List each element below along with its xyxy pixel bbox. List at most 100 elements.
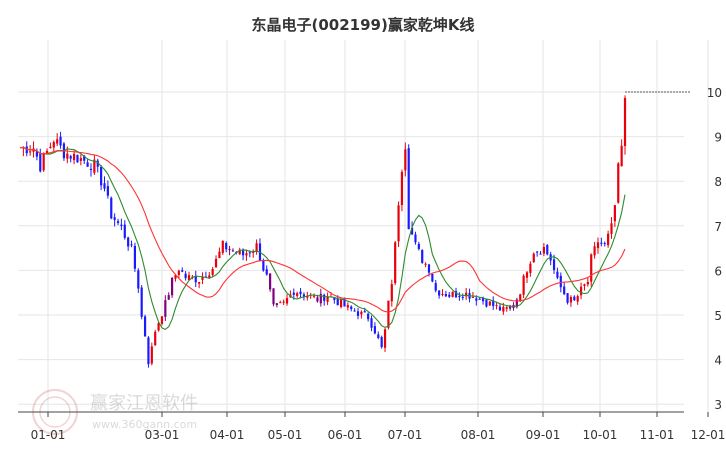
- candle-body: [143, 316, 147, 337]
- y-tick-label: 3: [714, 398, 722, 412]
- candle-body: [326, 296, 329, 302]
- candle-body: [569, 296, 573, 303]
- candle-body: [620, 145, 623, 167]
- candle-body: [380, 337, 383, 348]
- y-axis: 3 4 5 6 7 8 9 10: [707, 86, 722, 412]
- candle-body: [160, 316, 164, 324]
- candle-body: [400, 171, 404, 206]
- candle-body: [427, 264, 431, 273]
- candle-body: [248, 252, 251, 254]
- candle-body: [262, 260, 265, 271]
- candle-body: [282, 301, 285, 303]
- candle-body: [231, 250, 235, 252]
- candle-body: [59, 136, 62, 146]
- candle-body: [110, 197, 113, 219]
- watermark-url: www.360gann.com: [92, 418, 197, 431]
- candle-body: [438, 290, 441, 296]
- candle-body: [103, 183, 106, 189]
- candle-body: [350, 306, 353, 310]
- candle-body: [336, 298, 339, 306]
- candle-body: [140, 287, 143, 317]
- candle-body: [552, 259, 556, 271]
- candle-body: [72, 153, 76, 161]
- candles: [22, 95, 627, 368]
- candle-body: [208, 275, 211, 279]
- candle-body: [171, 277, 174, 296]
- candle-body: [316, 297, 319, 302]
- candle-body: [539, 253, 542, 255]
- candle-body: [164, 300, 167, 317]
- candle-body: [201, 277, 204, 280]
- candle-body: [116, 221, 120, 223]
- candle-body: [505, 307, 508, 309]
- candle-body: [214, 258, 218, 268]
- y-tick-label: 4: [714, 354, 722, 368]
- candle-body: [461, 296, 464, 298]
- candle-body: [265, 269, 268, 275]
- candle-body: [147, 337, 150, 365]
- candle-body: [184, 273, 187, 279]
- candle-body: [89, 168, 93, 171]
- candle-body: [245, 253, 248, 256]
- candle-body: [417, 243, 420, 249]
- candle-body: [279, 302, 282, 304]
- candle-body: [340, 299, 343, 308]
- candle-body: [181, 270, 184, 272]
- candle-body: [444, 294, 447, 297]
- candle-body: [596, 242, 600, 249]
- candle-body: [434, 283, 437, 291]
- candle-body: [360, 311, 363, 315]
- candle-body: [157, 322, 160, 331]
- candle-body: [607, 233, 610, 246]
- candle-body: [454, 291, 458, 298]
- candle-body: [542, 247, 545, 254]
- candle-body: [576, 296, 579, 302]
- candle-body: [238, 249, 241, 255]
- candle-body: [383, 329, 387, 348]
- candle-body: [353, 310, 356, 312]
- candle-body: [370, 318, 373, 328]
- candle-body: [603, 243, 606, 245]
- candle-body: [586, 281, 589, 285]
- ma-slow-line: [19, 146, 626, 313]
- candle-body: [45, 150, 49, 154]
- candle-body: [211, 269, 214, 275]
- candle-body: [113, 217, 116, 221]
- candle-body: [481, 297, 485, 302]
- candle-body: [610, 223, 613, 234]
- candle-body: [573, 296, 576, 301]
- candle-body: [25, 146, 28, 154]
- candle-body: [498, 306, 502, 311]
- candle-body: [150, 346, 153, 364]
- chart-title: 东晶电子(002199)赢家乾坤K线: [251, 16, 475, 34]
- candle-body: [559, 275, 562, 288]
- candle-body: [187, 275, 191, 281]
- candle-body: [590, 254, 593, 282]
- candle-body: [35, 151, 38, 157]
- candle-body: [306, 295, 309, 298]
- candle-body: [593, 246, 596, 256]
- y-tick-label: 6: [714, 264, 722, 278]
- candle-body: [485, 299, 488, 307]
- candle-body: [458, 296, 461, 298]
- x-tick-label: 12-01: [691, 428, 726, 442]
- candle-body: [292, 292, 295, 295]
- candle-body: [525, 272, 529, 278]
- x-tick-label: 04-01: [210, 428, 245, 442]
- candle-body: [255, 243, 258, 253]
- candle-body: [137, 270, 140, 289]
- candle-body: [218, 251, 221, 259]
- candle-body: [441, 294, 444, 296]
- candle-body: [563, 286, 566, 295]
- candle-body: [285, 298, 289, 304]
- candle-body: [241, 250, 245, 256]
- candle-body: [127, 237, 130, 247]
- watermark: 赢家江恩软件 www.360gann.com: [32, 389, 198, 435]
- y-tick-label: 9: [714, 131, 722, 145]
- x-axis: 01-01 03-01 04-01 05-01 06-01 07-01 08-01 09-01…: [18, 411, 726, 442]
- candle-body: [546, 245, 549, 255]
- x-tick-label: 05-01: [268, 428, 303, 442]
- candle-body: [133, 245, 137, 269]
- candle-body: [130, 244, 133, 246]
